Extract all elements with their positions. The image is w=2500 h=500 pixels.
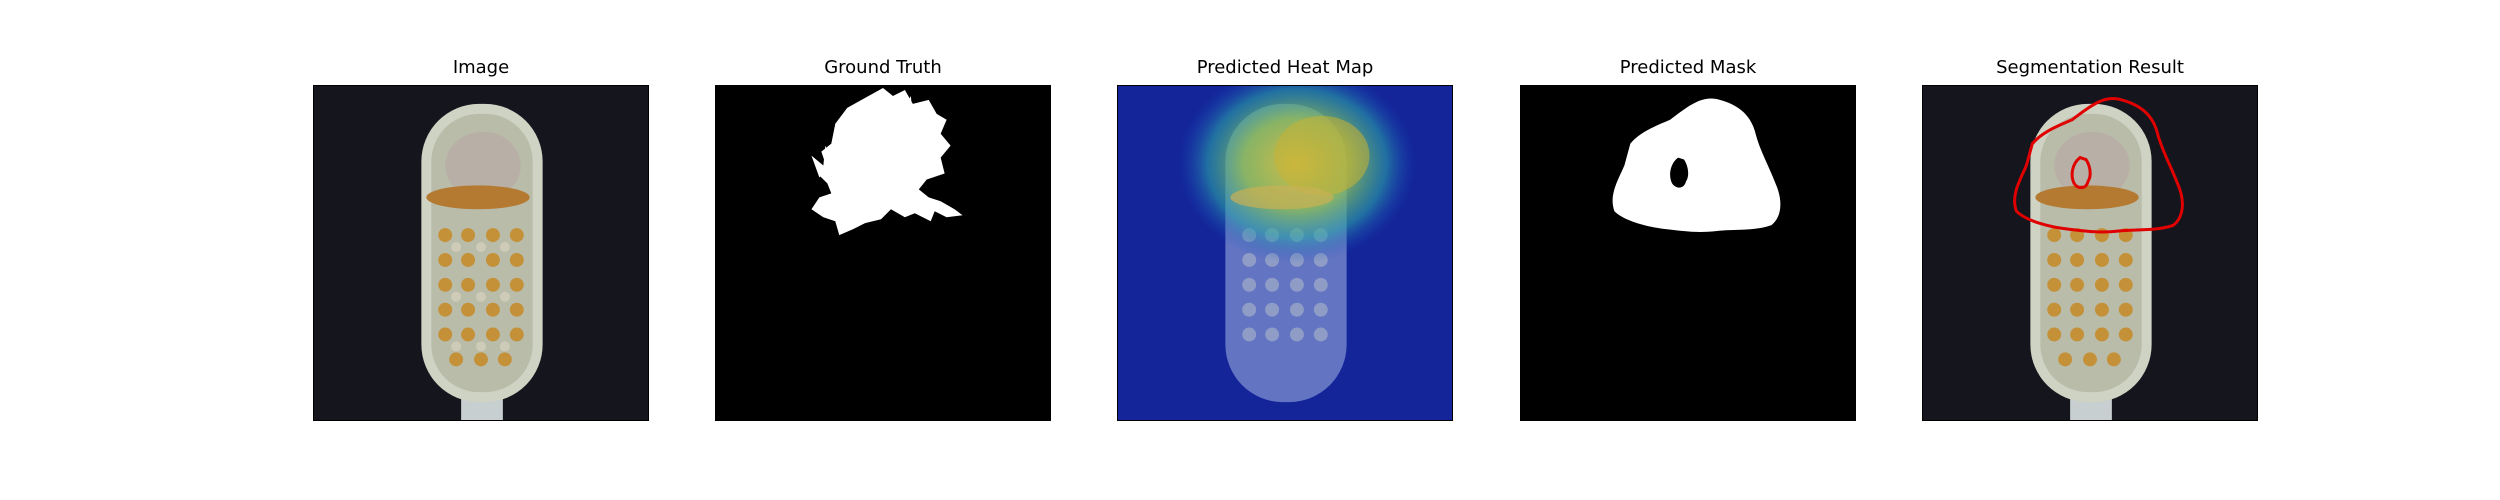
panel-title-predicted-mask: Predicted Mask	[1619, 57, 1757, 78]
ground-truth-mask	[715, 85, 1051, 421]
toothbrush-photo	[313, 85, 649, 421]
panel-title-heat-map: Predicted Heat Map	[1196, 57, 1374, 78]
panel-title-ground-truth: Ground Truth	[824, 57, 942, 78]
heat-map-overlay	[1117, 85, 1453, 421]
panel-title-segmentation-result: Segmentation Result	[1996, 57, 2184, 78]
panel-title-image: Image	[452, 57, 510, 78]
predicted-mask	[1520, 85, 1856, 421]
contour-overlay	[1922, 85, 2258, 421]
